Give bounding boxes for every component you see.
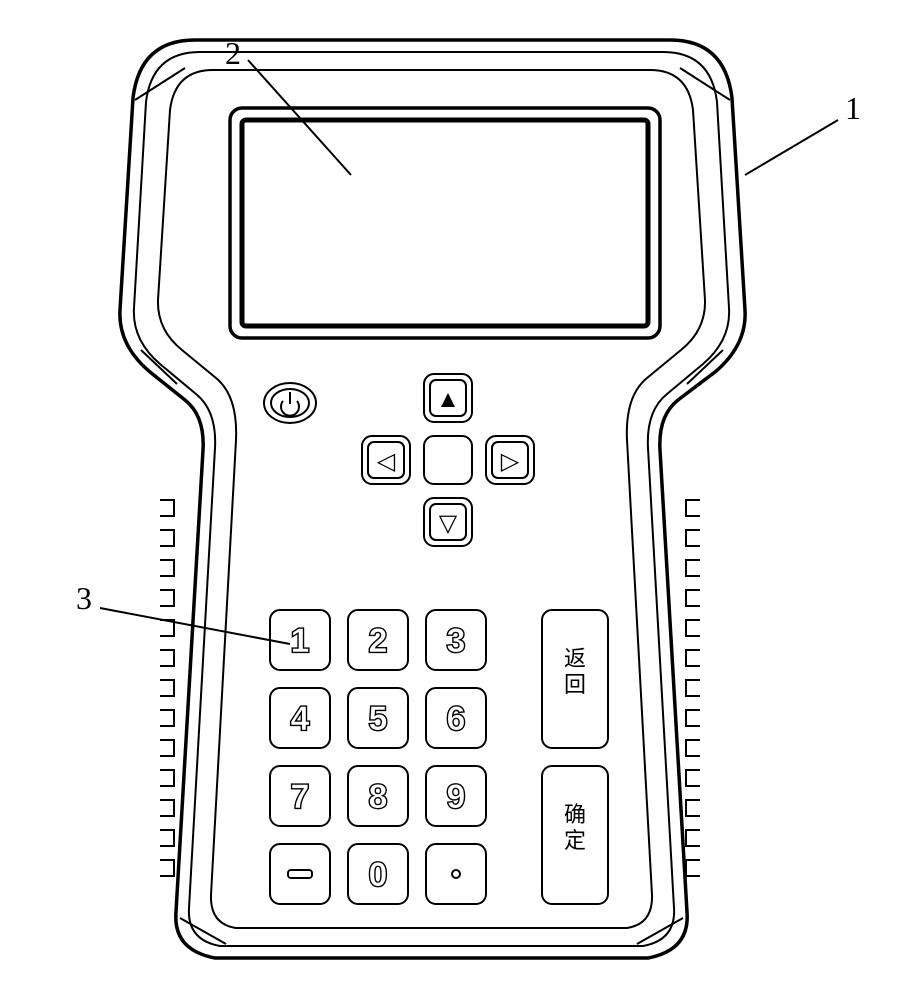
device-drawing: ▲▽◁▷ 11223344556677889900 返回确定: [0, 0, 899, 1000]
grip-notch-right: [686, 740, 700, 756]
grip-notch-right: [686, 500, 700, 516]
svg-text:4: 4: [291, 700, 310, 738]
grip-notch-right: [686, 830, 700, 846]
grip-notch-right: [686, 650, 700, 666]
svg-text:7: 7: [291, 778, 310, 816]
grip-notch-left: [160, 710, 174, 726]
grip-notch-right: [686, 620, 700, 636]
grip-notch-left: [160, 740, 174, 756]
grip-notch-left: [160, 860, 174, 876]
grip-notch-left: [160, 530, 174, 546]
confirm-button-label: 定: [564, 828, 586, 853]
grip-notch-left: [160, 560, 174, 576]
svg-text:1: 1: [291, 622, 310, 660]
key-.-button[interactable]: [426, 844, 486, 904]
callout-label-3: 3: [76, 580, 92, 617]
grip-notch-left: [160, 680, 174, 696]
arrow-right-icon: ▷: [501, 448, 520, 475]
key---button[interactable]: [270, 844, 330, 904]
grip-notch-right: [686, 590, 700, 606]
grip-notch-left: [160, 770, 174, 786]
grip-notch-left: [160, 650, 174, 666]
svg-text:5: 5: [369, 700, 388, 738]
arrow-up-icon: ▲: [436, 386, 460, 413]
grip-notch-left: [160, 800, 174, 816]
grip-notch-right: [686, 680, 700, 696]
dpad-center-button[interactable]: [424, 436, 472, 484]
svg-text:8: 8: [369, 778, 388, 816]
confirm-button-label: 确: [564, 802, 586, 827]
grip-notch-left: [160, 830, 174, 846]
svg-text:0: 0: [369, 856, 388, 894]
svg-text:2: 2: [369, 622, 388, 660]
grip-notch-right: [686, 860, 700, 876]
arrow-left-icon: ◁: [377, 448, 396, 475]
diagram-canvas: 1 2 3 ▲▽◁▷ 11223344556677889900 返回确定: [0, 0, 899, 1000]
grip-notch-right: [686, 710, 700, 726]
grip-notch-right: [686, 800, 700, 816]
back-button-label: 返: [564, 646, 586, 671]
screen-display: [242, 120, 648, 326]
arrow-down-icon: ▽: [439, 510, 458, 537]
callout-label-2: 2: [225, 35, 241, 72]
svg-text:6: 6: [447, 700, 466, 738]
back-button-label: 回: [564, 672, 586, 697]
screen-bezel: [230, 108, 660, 338]
grip-notch-right: [686, 530, 700, 546]
grip-notch-left: [160, 590, 174, 606]
grip-notch-left: [160, 500, 174, 516]
svg-text:9: 9: [447, 778, 466, 816]
svg-text:3: 3: [447, 622, 466, 660]
grip-notch-right: [686, 770, 700, 786]
grip-notch-right: [686, 560, 700, 576]
callout-label-1: 1: [845, 90, 861, 127]
